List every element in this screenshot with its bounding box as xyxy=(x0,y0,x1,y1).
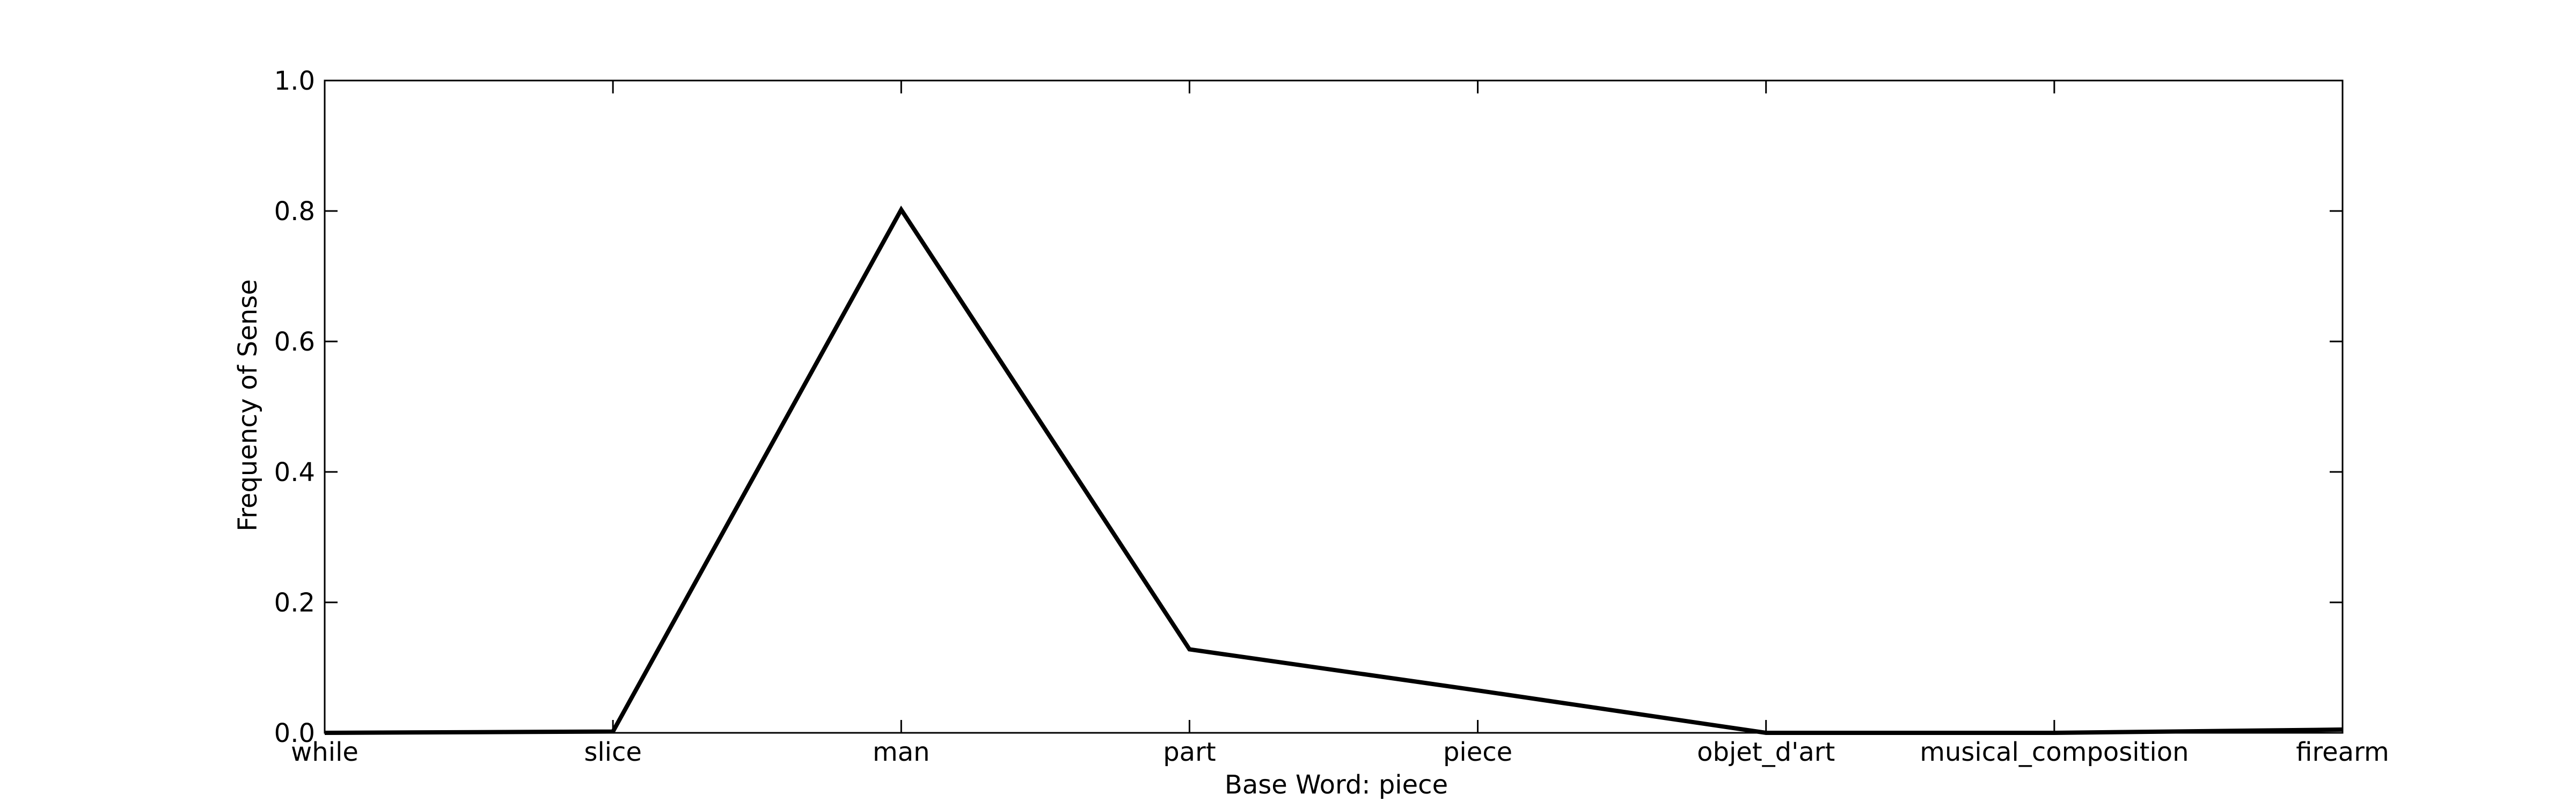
x-tick-label: while xyxy=(291,737,358,767)
y-axis-label: Frequency of Sense xyxy=(233,279,263,532)
x-axis-label: Base Word: piece xyxy=(1225,770,1448,800)
y-tick-label: 0.2 xyxy=(274,588,315,618)
y-tick-label: 0.4 xyxy=(274,457,315,487)
x-tick-label: objet_d'art xyxy=(1697,737,1835,767)
y-tick-label: 0.0 xyxy=(274,718,315,748)
x-tick-label: firearm xyxy=(2296,737,2389,767)
plot-area: 0.0 0.2 0.4 0.6 0.8 1.0 while slice man part piece… xyxy=(274,66,2389,767)
x-tick-label: man xyxy=(873,737,930,767)
x-tick-label: piece xyxy=(1443,737,1512,767)
y-tick-label: 0.6 xyxy=(274,327,315,357)
x-tick-label: part xyxy=(1163,737,1216,767)
x-tick-label: slice xyxy=(584,737,642,767)
y-tick-label: 0.8 xyxy=(274,196,315,227)
plot-frame xyxy=(324,79,2344,734)
x-tick-label: musical_composition xyxy=(1920,737,2189,767)
series-line xyxy=(324,205,2343,735)
y-tick-label: 1.0 xyxy=(274,66,315,96)
